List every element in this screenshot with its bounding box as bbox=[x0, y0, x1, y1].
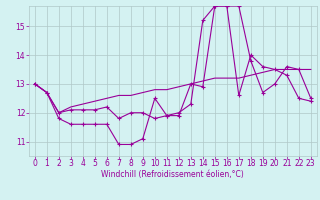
X-axis label: Windchill (Refroidissement éolien,°C): Windchill (Refroidissement éolien,°C) bbox=[101, 170, 244, 179]
